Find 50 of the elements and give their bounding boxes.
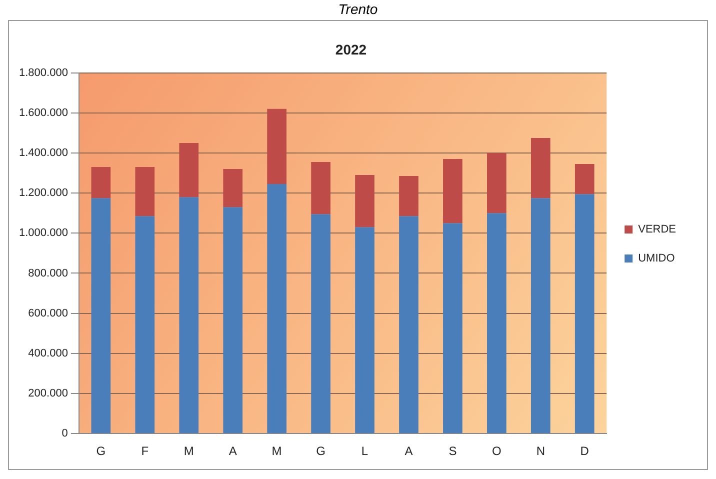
bar — [530, 138, 550, 198]
bar — [179, 142, 199, 198]
x-tick-label: F — [141, 444, 149, 458]
text: Trento — [337, 0, 379, 18]
bar — [399, 216, 418, 434]
x-tick-label: M — [184, 444, 194, 458]
y-tick-label: 1.600.000 — [19, 106, 68, 119]
y-tick-label: 600.000 — [28, 307, 68, 320]
bar — [179, 197, 199, 434]
bar — [91, 198, 111, 434]
x-tick-label: G — [316, 444, 326, 458]
y-tick-label: 1.000.000 — [19, 227, 68, 240]
bar — [223, 207, 243, 434]
bar — [530, 198, 550, 434]
y-tick-label: 200.000 — [28, 388, 68, 400]
x-tick-label: N — [536, 444, 545, 458]
bar — [355, 227, 374, 434]
x-tick-label: G — [96, 444, 106, 458]
bar — [355, 175, 374, 228]
x-tick-label: S — [448, 444, 457, 458]
y-tick-label: 400.000 — [28, 347, 68, 360]
bar — [574, 164, 594, 194]
y-tick-label: 1.800.000 — [19, 66, 68, 79]
bar — [91, 167, 111, 198]
chart-title: 2022 — [335, 41, 367, 58]
bar — [311, 162, 330, 214]
bar — [399, 176, 418, 216]
y-tick-label: 800.000 — [28, 267, 68, 280]
bar — [443, 223, 462, 434]
legend-label: UMIDO — [638, 252, 676, 265]
x-tick-label: A — [404, 444, 413, 458]
bar — [487, 213, 506, 434]
bar — [311, 214, 330, 434]
bar — [135, 167, 155, 216]
bar — [574, 194, 594, 434]
bar — [487, 152, 506, 214]
x-tick-label: L — [361, 444, 368, 458]
y-tick-label: 0 — [62, 428, 68, 440]
bar — [135, 216, 155, 434]
bar — [443, 158, 462, 224]
legend-label: VERDE — [638, 224, 676, 236]
x-tick-label: A — [228, 444, 237, 458]
bar — [223, 169, 243, 208]
x-tick-label: O — [492, 444, 502, 458]
bar — [267, 108, 286, 184]
x-tick-label: D — [580, 444, 590, 458]
bar — [267, 184, 286, 434]
y-tick-label: 1.200.000 — [19, 187, 68, 200]
x-tick-label: M — [272, 444, 282, 458]
y-tick-label: 1.400.000 — [19, 147, 68, 160]
